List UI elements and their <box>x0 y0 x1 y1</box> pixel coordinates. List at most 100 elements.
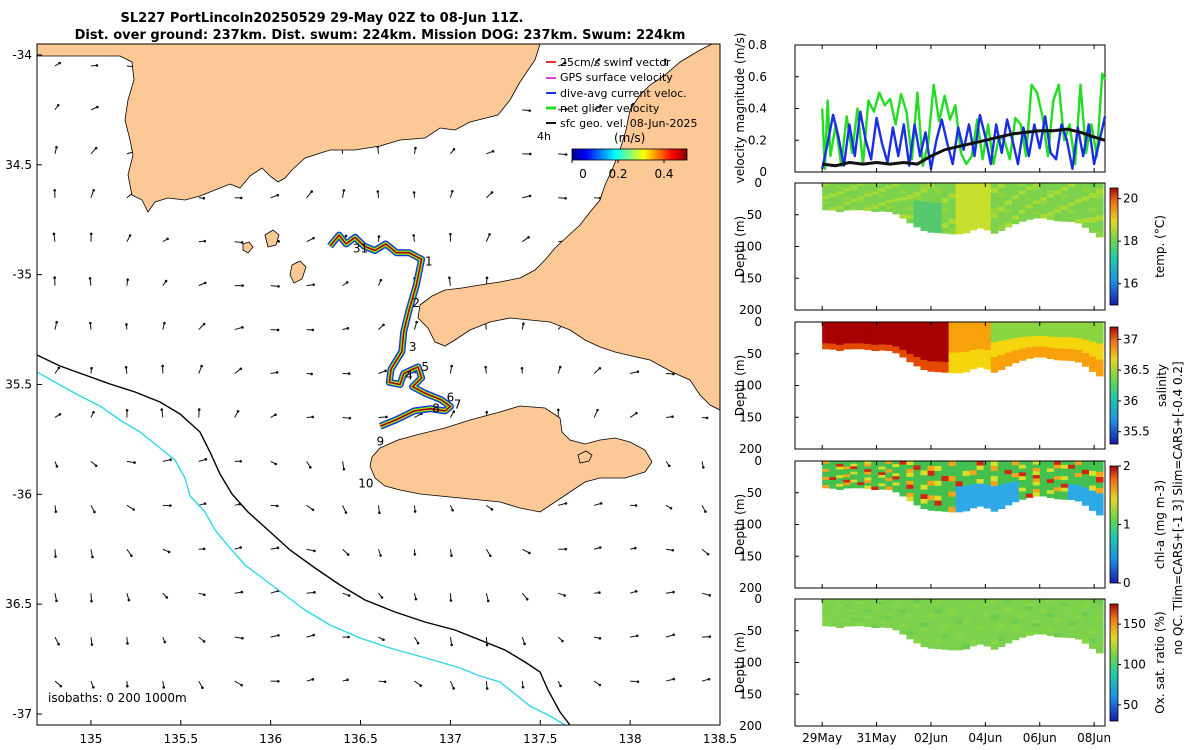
chlorophyll-cell <box>1004 465 1013 471</box>
temperature-cell <box>1067 194 1076 199</box>
salinity-cell <box>878 347 886 351</box>
temperature-cell <box>1011 199 1020 204</box>
salinity-cell <box>822 346 830 350</box>
temperature-cell <box>885 197 893 201</box>
chlorophyll-cell <box>920 503 929 509</box>
oxygen-cell <box>899 626 907 631</box>
salinity-cell <box>1039 346 1048 351</box>
vector-head <box>415 320 418 324</box>
vector-head <box>672 372 675 376</box>
chlorophyll-cell <box>878 472 886 476</box>
chlorophyll-cell <box>857 474 865 478</box>
salinity-cell <box>913 326 922 332</box>
temperature-cell <box>1046 186 1055 191</box>
oxygen-cell <box>899 609 907 614</box>
temperature-cell <box>990 188 999 194</box>
land-islands <box>242 229 593 464</box>
oxygen-cell <box>829 609 837 614</box>
chlorophyll-cell <box>1089 461 1097 467</box>
temperature-cell <box>1018 194 1027 199</box>
temperature-cell <box>1011 191 1020 196</box>
oxygen-cell <box>899 602 907 607</box>
oxygen-cell <box>1053 606 1062 611</box>
temperature-cell <box>1039 197 1048 202</box>
oxygen-cell <box>948 624 957 631</box>
salinity-cell <box>969 350 978 356</box>
vector-head <box>277 285 280 288</box>
temperature-cell <box>1011 211 1020 217</box>
temperature-cell <box>941 198 950 204</box>
temperature-cell <box>1081 205 1090 211</box>
vector-head <box>55 465 59 468</box>
oxygen-cell <box>906 614 914 620</box>
salinity-cell <box>948 367 957 374</box>
temperature-cell <box>892 198 900 202</box>
chlorophyll-cell <box>1018 461 1027 466</box>
chlorophyll-cell <box>1018 491 1027 496</box>
salinity-cell <box>1046 332 1055 338</box>
salinity-cell <box>969 345 978 351</box>
temperature-cell <box>920 216 929 222</box>
oxygen-cell <box>927 628 936 634</box>
chlorophyll-cell <box>843 485 851 489</box>
chlorophyll-cell <box>955 496 964 503</box>
chlorophyll-cell <box>941 476 950 482</box>
salinity-cell <box>1046 354 1055 359</box>
oxygen-cell <box>1025 613 1034 618</box>
temperature-cell <box>1089 183 1097 189</box>
chlorophyll-cell <box>920 484 929 490</box>
oxygen-cell <box>843 623 851 627</box>
temperature-cell <box>885 185 893 190</box>
salinity-cell <box>1060 325 1069 331</box>
vector-arrow <box>665 634 674 638</box>
vector-head <box>451 508 454 512</box>
oxygen-cell <box>1089 633 1097 639</box>
salinity-cell <box>906 333 914 339</box>
oxygen-cell <box>836 624 844 628</box>
temperature-cell <box>1032 197 1041 202</box>
oxygen-cell <box>1032 623 1041 628</box>
salinity-cell <box>934 341 943 348</box>
oxygen-cell <box>1025 631 1034 636</box>
chlorophyll-cell <box>850 474 858 478</box>
chlorophyll-cbar-tick-label: 1 <box>1123 518 1131 532</box>
chlorophyll-cell <box>1089 480 1097 487</box>
chlorophyll-cell <box>962 505 971 512</box>
vector-arrow <box>53 233 56 242</box>
salinity-cell <box>885 336 893 340</box>
vector-head <box>55 599 58 603</box>
vector-head <box>598 546 602 549</box>
vector-head <box>52 232 56 236</box>
chlorophyll-cell <box>955 471 964 477</box>
temperature-cell <box>1039 193 1048 198</box>
vector-head <box>311 678 315 681</box>
vector-head <box>559 684 562 688</box>
temperature-cell <box>829 199 837 203</box>
salinity-cell <box>1060 352 1069 357</box>
temperature-cell <box>913 183 922 188</box>
oxygen-cell <box>983 613 992 619</box>
salinity-cell <box>962 327 971 333</box>
salinity-cell <box>1089 351 1097 358</box>
oxygen-cell <box>829 618 837 622</box>
temperature-cell <box>1060 209 1069 215</box>
salinity-cell <box>1025 322 1034 327</box>
temperature-cell <box>1039 200 1048 205</box>
temperature-cell <box>871 185 879 190</box>
chlorophyll-cell <box>976 488 985 494</box>
temperature-cell <box>1025 215 1034 220</box>
salinity-cell <box>822 335 830 339</box>
oxygen-cell <box>976 599 985 605</box>
temperature-cell <box>1011 187 1020 192</box>
temperature-cell <box>1032 193 1041 198</box>
temperature-cell <box>871 205 879 210</box>
temperature-cell <box>1081 218 1090 224</box>
chlorophyll-cell <box>1060 461 1069 466</box>
salinity-cell <box>1004 330 1013 336</box>
temperature-cell <box>941 213 950 219</box>
chlorophyll-cell <box>1096 482 1104 489</box>
chlorophyll-cell <box>955 506 964 513</box>
vector-head <box>167 550 171 554</box>
salinity-cell <box>955 327 964 333</box>
